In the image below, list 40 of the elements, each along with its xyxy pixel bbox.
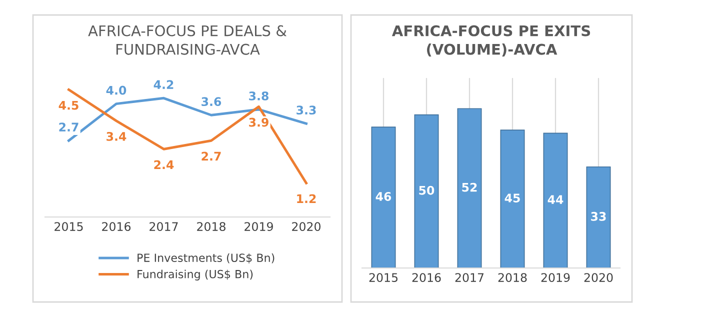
x-tick-label: 2020 — [292, 222, 320, 231]
x-tick-label: 2018 — [498, 273, 527, 282]
chart-title: AFRICA-FOCUS PE DEALS & FUNDRAISING-AVCA — [88, 25, 287, 55]
data-label: 3.4 — [106, 132, 126, 141]
data-label: 3.9 — [249, 118, 268, 127]
data-label: 3.6 — [202, 97, 222, 106]
data-label: 4.2 — [154, 80, 174, 89]
bar — [586, 166, 611, 268]
data-label: 4.0 — [106, 86, 126, 95]
data-label: 33 — [591, 212, 606, 221]
data-label: 2.7 — [202, 152, 221, 161]
data-label: 45 — [504, 194, 520, 202]
x-tick-label: 2015 — [54, 222, 83, 231]
data-label: 1.2 — [297, 194, 316, 203]
data-label: 44 — [548, 195, 564, 204]
x-tick-label: 2015 — [369, 273, 398, 282]
data-label: 52 — [462, 182, 477, 192]
bar — [414, 114, 439, 268]
bar — [371, 126, 396, 268]
data-label: 2.7 — [59, 122, 78, 132]
x-tick-label: 2017 — [150, 222, 178, 231]
bar — [543, 132, 568, 268]
x-tick-label: 2016 — [102, 222, 131, 231]
data-label: 2.4 — [154, 160, 174, 170]
x-tick-label: 2019 — [244, 222, 273, 231]
legend-label: PE Investments (US$ Bn) — [138, 253, 274, 264]
x-tick-label: 2020 — [584, 273, 613, 282]
bar — [500, 130, 525, 268]
data-label: 4.5 — [58, 100, 78, 110]
bar — [457, 108, 482, 268]
x-tick-label: 2019 — [541, 273, 570, 282]
chart-title: AFRICA-FOCUS PE EXITS (VOLUME)-AVCA — [392, 25, 590, 57]
x-tick-label: 2016 — [412, 273, 441, 282]
data-label: 3.3 — [296, 106, 316, 115]
data-label: 3.8 — [249, 91, 268, 100]
x-tick-label: 2017 — [455, 273, 484, 282]
x-tick-label: 2018 — [197, 222, 226, 231]
data-label: 50 — [419, 186, 434, 195]
data-label: 46 — [376, 192, 392, 201]
legend-label: Fundraising (US$ Bn) — [138, 270, 253, 280]
